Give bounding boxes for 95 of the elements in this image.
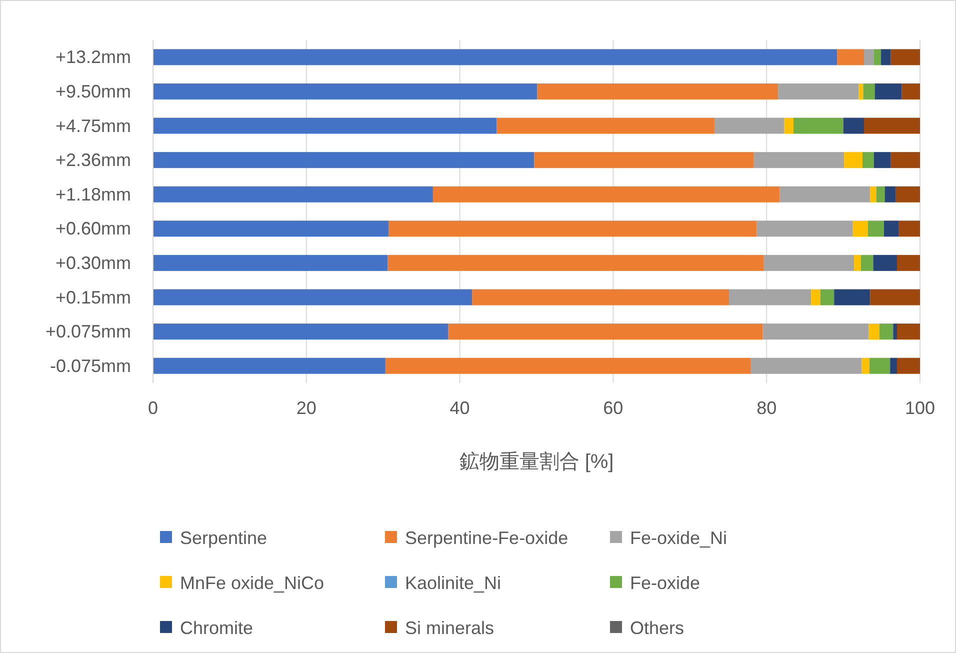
bar bbox=[874, 83, 902, 100]
bar bbox=[870, 186, 876, 202]
x-tick-label: 40 bbox=[450, 398, 470, 418]
bar bbox=[388, 220, 757, 237]
bar bbox=[868, 220, 884, 237]
bar bbox=[793, 118, 844, 134]
bar bbox=[844, 152, 862, 168]
x-tick-label: 60 bbox=[603, 398, 624, 418]
legend-label: Fe-oxide bbox=[630, 573, 700, 593]
bar bbox=[852, 220, 868, 237]
x-tick-label: 100 bbox=[904, 398, 936, 418]
bar bbox=[884, 186, 896, 202]
x-tick-label: 20 bbox=[296, 398, 316, 418]
bar bbox=[388, 254, 764, 271]
y-tick-label: +13.2mm bbox=[55, 47, 131, 68]
y-tick-label: +4.75mm bbox=[55, 116, 131, 136]
bar bbox=[762, 324, 869, 340]
x-tick-label: 0 bbox=[148, 398, 158, 418]
bar bbox=[764, 254, 854, 271]
bar bbox=[862, 152, 874, 168]
bar bbox=[448, 324, 763, 340]
bar bbox=[890, 152, 920, 168]
bar bbox=[884, 220, 899, 237]
bar bbox=[843, 118, 864, 134]
bar bbox=[780, 186, 870, 202]
bar bbox=[714, 118, 784, 134]
bar bbox=[756, 220, 853, 237]
bar bbox=[896, 358, 920, 374]
bar bbox=[153, 83, 538, 100]
bar bbox=[834, 289, 870, 306]
bar bbox=[893, 324, 897, 340]
x-axis-title: 鉱物重量割合 [%] bbox=[459, 451, 614, 473]
legend-label: Si minerals bbox=[405, 618, 494, 638]
bar bbox=[153, 358, 386, 374]
bar bbox=[873, 254, 897, 271]
y-tick-label: +9.50mm bbox=[55, 81, 131, 102]
bar bbox=[729, 289, 812, 306]
bar bbox=[820, 289, 834, 306]
bar bbox=[153, 49, 838, 66]
legend-label: Kaolinite_Ni bbox=[405, 573, 502, 593]
bar bbox=[153, 254, 388, 271]
y-tick-label: +0.60mm bbox=[55, 218, 131, 239]
bar bbox=[896, 324, 920, 340]
bar bbox=[537, 83, 778, 100]
bar bbox=[153, 220, 388, 237]
y-tick-label: +0.15mm bbox=[55, 287, 131, 308]
bar bbox=[870, 289, 920, 306]
bar bbox=[385, 358, 750, 374]
bar bbox=[153, 289, 472, 306]
y-tick-label: +0.30mm bbox=[55, 252, 131, 273]
legend-label: Serpentine-Fe-oxide bbox=[405, 528, 568, 548]
y-tick-label: -0.075mm bbox=[50, 356, 131, 376]
bar bbox=[898, 220, 920, 237]
bar bbox=[868, 324, 880, 340]
legend-label: Chromite bbox=[180, 618, 254, 638]
legend-label: Serpentine bbox=[180, 528, 268, 548]
bar bbox=[784, 118, 794, 134]
bar bbox=[854, 254, 861, 271]
bar bbox=[862, 358, 870, 374]
legend-label: Others bbox=[630, 618, 684, 638]
bar bbox=[874, 49, 881, 66]
bar bbox=[890, 49, 920, 66]
bar bbox=[896, 254, 920, 271]
bar bbox=[750, 358, 862, 374]
bar bbox=[880, 49, 891, 66]
bar bbox=[890, 358, 897, 374]
bar bbox=[811, 289, 820, 306]
bar bbox=[153, 152, 534, 168]
bar bbox=[895, 186, 920, 202]
bar bbox=[837, 49, 864, 66]
bar bbox=[902, 83, 920, 100]
bar bbox=[863, 83, 875, 100]
legend-label: Fe-oxide_Ni bbox=[630, 528, 728, 548]
bar bbox=[778, 83, 859, 100]
bar bbox=[534, 152, 754, 168]
legend-label: MnFe oxide_NiCo bbox=[180, 573, 324, 593]
bar bbox=[153, 118, 497, 134]
bar bbox=[496, 118, 714, 134]
bar bbox=[876, 186, 885, 202]
bar bbox=[860, 254, 874, 271]
bar bbox=[858, 83, 864, 100]
bar bbox=[153, 186, 433, 202]
x-tick-label: 80 bbox=[756, 398, 777, 418]
bar bbox=[754, 152, 844, 168]
bar bbox=[472, 289, 730, 306]
bar bbox=[879, 324, 894, 340]
bar bbox=[153, 324, 448, 340]
y-tick-label: +1.18mm bbox=[55, 184, 131, 204]
y-tick-label: +2.36mm bbox=[55, 150, 131, 170]
bar bbox=[864, 49, 874, 66]
bar bbox=[864, 118, 920, 134]
bar bbox=[432, 186, 780, 202]
bar bbox=[869, 358, 890, 374]
y-tick-label: +0.075mm bbox=[45, 322, 131, 342]
bar bbox=[874, 152, 891, 168]
